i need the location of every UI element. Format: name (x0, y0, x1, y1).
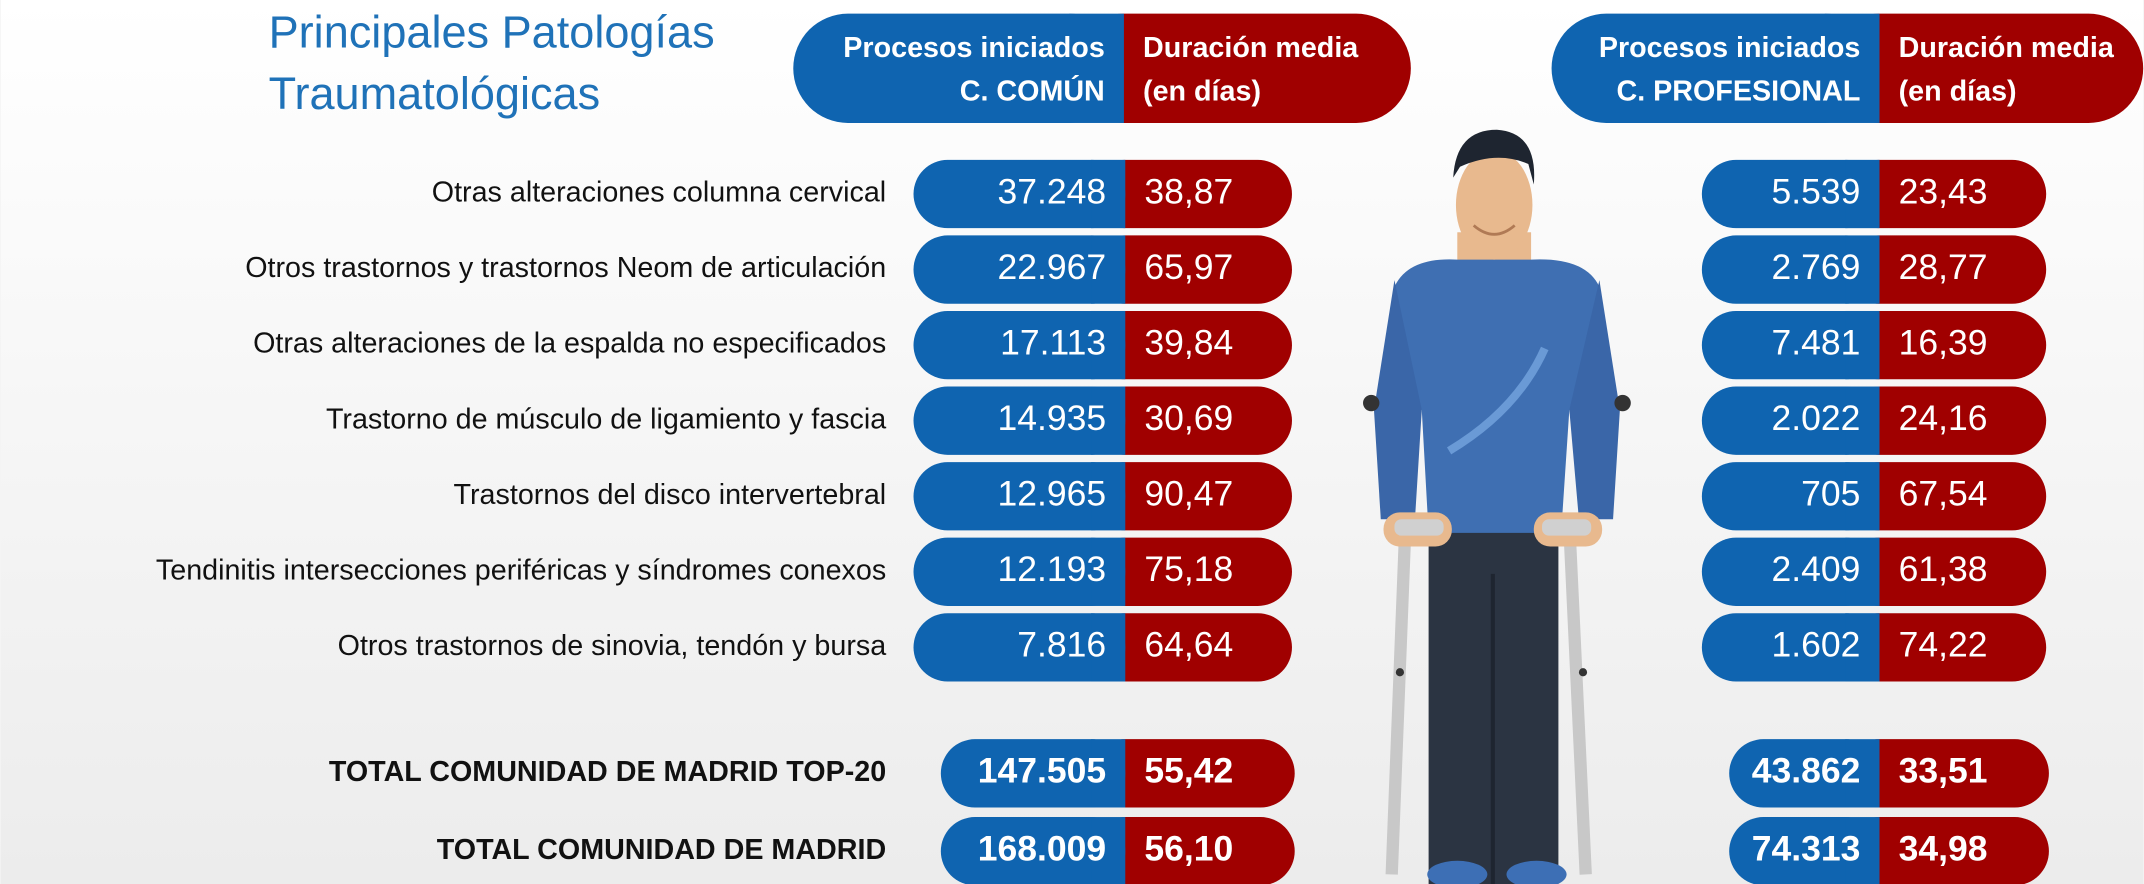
header-text: C. PROFESIONAL (1616, 75, 1860, 107)
row-label: Tendinitis intersecciones periféricas y … (156, 554, 886, 586)
processes-value: 7.816 (1017, 625, 1106, 665)
duration-value: 24,16 (1899, 398, 1988, 438)
processes-value: 5.539 (1771, 171, 1860, 211)
processes-value: 147.505 (978, 751, 1106, 791)
row-label: Trastornos del disco intervertebral (454, 479, 887, 511)
header-text: Duración media (1899, 32, 2115, 64)
total-label: TOTAL COMUNIDAD DE MADRID (437, 834, 886, 866)
duration-value: 38,87 (1144, 171, 1233, 211)
processes-value: 1.602 (1771, 625, 1860, 665)
duration-value: 39,84 (1144, 323, 1233, 363)
duration-value: 33,51 (1899, 751, 1988, 791)
slide: Principales Patologías Traumatológicas Pro… (0, 0, 2144, 884)
processes-value: 37.248 (998, 171, 1107, 211)
row-label: Otros trastornos y trastornos Neom de ar… (245, 252, 886, 284)
processes-value: 12.965 (998, 474, 1107, 514)
header-text: (en días) (1143, 75, 1261, 107)
duration-value: 64,64 (1144, 625, 1233, 665)
duration-value: 74,22 (1899, 625, 1988, 665)
duration-value: 67,54 (1899, 474, 1988, 514)
processes-value: 43.862 (1752, 751, 1861, 791)
processes-value: 17.113 (1000, 323, 1106, 363)
header-text: Procesos iniciados (843, 32, 1104, 64)
title: Principales Patologías (269, 6, 715, 57)
header-text: Duración media (1143, 32, 1359, 64)
duration-value: 56,10 (1144, 829, 1233, 869)
duration-value: 23,43 (1899, 171, 1988, 211)
total-label: TOTAL COMUNIDAD DE MADRID TOP-20 (329, 756, 886, 788)
duration-value: 90,47 (1144, 474, 1233, 514)
duration-value: 28,77 (1899, 247, 1988, 287)
duration-value: 65,97 (1144, 247, 1233, 287)
row-label: Trastorno de músculo de ligamiento y fas… (326, 403, 886, 435)
row-label: Otras alteraciones de la espalda no espe… (253, 328, 886, 360)
processes-value: 2.409 (1771, 549, 1860, 589)
duration-value: 75,18 (1144, 549, 1233, 589)
processes-value: 14.935 (998, 398, 1107, 438)
row-label: Otros trastornos de sinovia, tendón y bu… (338, 630, 887, 662)
processes-value: 7.481 (1771, 323, 1860, 363)
duration-value: 34,98 (1899, 829, 1988, 869)
duration-value: 16,39 (1899, 323, 1988, 363)
processes-value: 12.193 (998, 549, 1107, 589)
processes-value: 22.967 (998, 247, 1107, 287)
duration-value: 55,42 (1144, 751, 1233, 791)
processes-value: 705 (1801, 474, 1860, 514)
processes-value: 2.022 (1771, 398, 1860, 438)
title: Traumatológicas (269, 68, 601, 119)
duration-value: 61,38 (1899, 549, 1988, 589)
header-text: C. COMÚN (960, 73, 1105, 107)
processes-value: 2.769 (1771, 247, 1860, 287)
row-label: Otras alteraciones columna cervical (432, 177, 886, 209)
processes-value: 168.009 (978, 829, 1106, 869)
header-text: (en días) (1899, 75, 2017, 107)
duration-value: 30,69 (1144, 398, 1233, 438)
header-text: Procesos iniciados (1599, 32, 1860, 64)
processes-value: 74.313 (1752, 829, 1861, 869)
